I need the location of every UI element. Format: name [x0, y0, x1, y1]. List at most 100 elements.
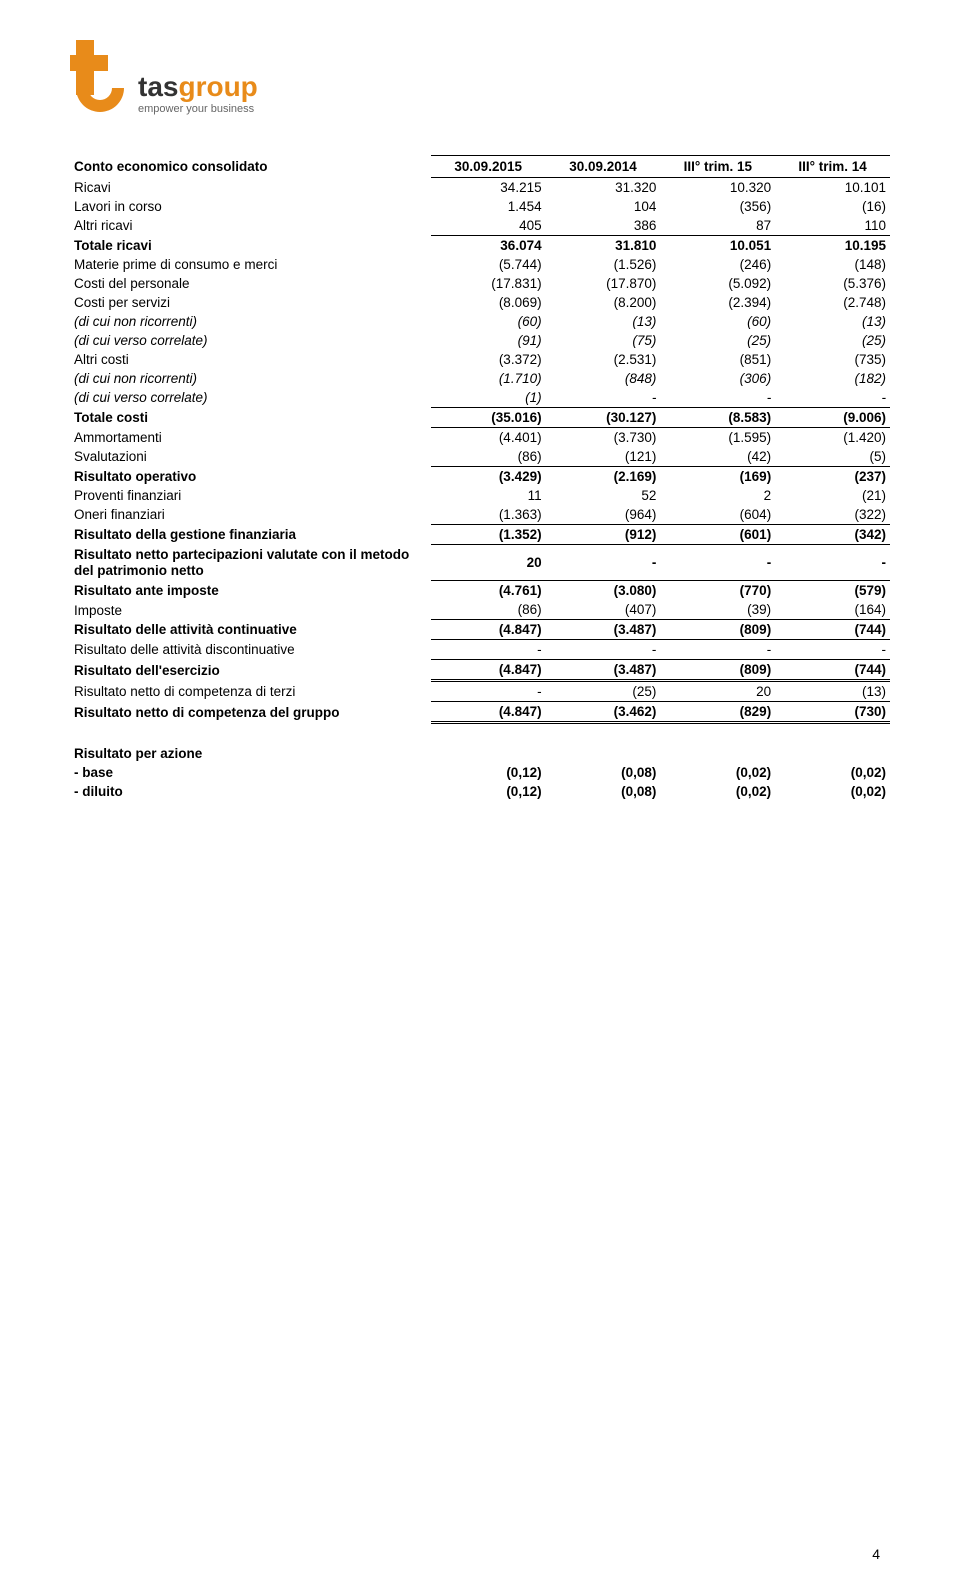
row-label: Altri costi: [70, 350, 431, 369]
cell-value: -: [660, 545, 775, 581]
table-row: Altri ricavi40538687110: [70, 216, 890, 236]
cell-value: 34.215: [431, 178, 546, 198]
cell-value: (91): [431, 331, 546, 350]
row-label: Risultato netto di competenza di terzi: [70, 681, 431, 702]
cell-value: (30.127): [546, 408, 661, 428]
cell-value: 104: [546, 197, 661, 216]
cell-value: (829): [660, 702, 775, 723]
cell-value: (13): [775, 312, 890, 331]
column-header: 30.09.2015: [431, 156, 546, 178]
cell-value: -: [546, 388, 661, 408]
cell-value: 52: [546, 486, 661, 505]
eps-title-row: Risultato per azione: [70, 744, 890, 763]
cell-value: (75): [546, 331, 661, 350]
table-row: Risultato della gestione finanziaria(1.3…: [70, 525, 890, 545]
table-header-row: Conto economico consolidato30.09.201530.…: [70, 156, 890, 178]
cell-value: (1.526): [546, 255, 661, 274]
table-row: Oneri finanziari(1.363)(964)(604)(322): [70, 505, 890, 525]
row-label: Costi per servizi: [70, 293, 431, 312]
cell-value: (1): [431, 388, 546, 408]
cell-value: (148): [775, 255, 890, 274]
cell-value: (579): [775, 581, 890, 601]
cell-value: -: [431, 640, 546, 660]
table-row: Risultato netto di competenza di terzi-(…: [70, 681, 890, 702]
table-row: (di cui verso correlate)(1)---: [70, 388, 890, 408]
cell-value: (1.420): [775, 428, 890, 448]
cell-value: (4.847): [431, 702, 546, 723]
row-label: Oneri finanziari: [70, 505, 431, 525]
cell-value: (5.376): [775, 274, 890, 293]
row-label: Risultato operativo: [70, 467, 431, 487]
cell-value: (5.744): [431, 255, 546, 274]
table-row: Materie prime di consumo e merci(5.744)(…: [70, 255, 890, 274]
cell-value: -: [775, 545, 890, 581]
table-row: Risultato dell'esercizio(4.847)(3.487)(8…: [70, 660, 890, 681]
table-row: Totale costi(35.016)(30.127)(8.583)(9.00…: [70, 408, 890, 428]
column-header: III° trim. 15: [660, 156, 775, 178]
cell-value: (2.394): [660, 293, 775, 312]
row-label: (di cui non ricorrenti): [70, 312, 431, 331]
cell-value: (16): [775, 197, 890, 216]
cell-value: 20: [660, 681, 775, 702]
eps-row: - base(0,12)(0,08)(0,02)(0,02): [70, 763, 890, 782]
cell-value: 1.454: [431, 197, 546, 216]
cell-value: (8.200): [546, 293, 661, 312]
cell-value: (17.831): [431, 274, 546, 293]
cell-value: (182): [775, 369, 890, 388]
eps-title: Risultato per azione: [70, 744, 431, 763]
cell-value: (735): [775, 350, 890, 369]
cell-value: (770): [660, 581, 775, 601]
table-row: (di cui verso correlate)(91)(75)(25)(25): [70, 331, 890, 350]
cell-value: -: [775, 388, 890, 408]
cell-value: -: [660, 388, 775, 408]
cell-value: 20: [431, 545, 546, 581]
cell-value: (306): [660, 369, 775, 388]
cell-value: (912): [546, 525, 661, 545]
cell-value: 87: [660, 216, 775, 236]
income-statement-table: Conto economico consolidato30.09.201530.…: [70, 155, 890, 724]
cell-value: 10.195: [775, 236, 890, 256]
table-row: Ammortamenti(4.401)(3.730)(1.595)(1.420): [70, 428, 890, 448]
table-row: Lavori in corso1.454104(356)(16): [70, 197, 890, 216]
row-label: Altri ricavi: [70, 216, 431, 236]
table-row: Svalutazioni(86)(121)(42)(5): [70, 447, 890, 467]
cell-value: (25): [660, 331, 775, 350]
cell-value: -: [660, 640, 775, 660]
table-row: Imposte(86)(407)(39)(164): [70, 600, 890, 620]
table-row: Risultato delle attività discontinuative…: [70, 640, 890, 660]
cell-value: (1.710): [431, 369, 546, 388]
eps-table: Risultato per azione- base(0,12)(0,08)(0…: [70, 744, 890, 801]
cell-value: (25): [775, 331, 890, 350]
cell-value: 10.101: [775, 178, 890, 198]
cell-value: (730): [775, 702, 890, 723]
table-row: Risultato netto di competenza del gruppo…: [70, 702, 890, 723]
row-label: Totale costi: [70, 408, 431, 428]
cell-value: -: [775, 640, 890, 660]
cell-value: (60): [660, 312, 775, 331]
cell-value: 386: [546, 216, 661, 236]
cell-value: (13): [546, 312, 661, 331]
cell-value: (8.069): [431, 293, 546, 312]
cell-value: (169): [660, 467, 775, 487]
cell-value: -: [431, 681, 546, 702]
cell-value: (9.006): [775, 408, 890, 428]
cell-value: (4.761): [431, 581, 546, 601]
table-row: Risultato ante imposte(4.761)(3.080)(770…: [70, 581, 890, 601]
row-label: (di cui verso correlate): [70, 331, 431, 350]
cell-value: (86): [431, 447, 546, 467]
cell-value: (25): [546, 681, 661, 702]
cell-value: (322): [775, 505, 890, 525]
cell-value: (744): [775, 660, 890, 681]
cell-value: (1.363): [431, 505, 546, 525]
row-label: Risultato delle attività continuative: [70, 620, 431, 640]
cell-value: (0,02): [660, 782, 775, 801]
cell-value: (3.462): [546, 702, 661, 723]
cell-value: (356): [660, 197, 775, 216]
cell-value: (3.429): [431, 467, 546, 487]
table-row: Risultato netto partecipazioni valutate …: [70, 545, 890, 581]
table-row: Proventi finanziari11522(21): [70, 486, 890, 505]
cell-value: 31.320: [546, 178, 661, 198]
eps-row: - diluito(0,12)(0,08)(0,02)(0,02): [70, 782, 890, 801]
row-label: Ricavi: [70, 178, 431, 198]
cell-value: 405: [431, 216, 546, 236]
